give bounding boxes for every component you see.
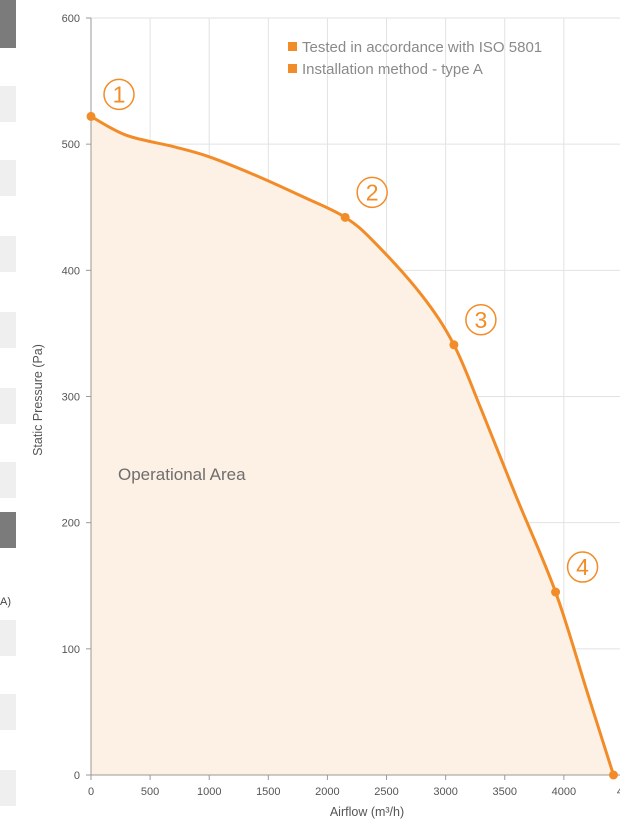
tick-labels: 0500100015002000250030003500400045010020… — [62, 13, 620, 798]
operational-area-fill — [91, 116, 614, 775]
panel-row — [0, 388, 16, 424]
operational-area-label: Operational Area — [118, 465, 246, 484]
point-badge-4 — [566, 551, 599, 583]
x-tick-label: 3000 — [433, 786, 457, 798]
panel-row — [0, 770, 16, 806]
x-tick-label: 1000 — [197, 786, 221, 798]
operating-point-2 — [340, 212, 350, 222]
axes — [86, 17, 620, 780]
y-tick-label: 600 — [62, 13, 80, 25]
panel-row — [0, 620, 16, 656]
x-axis-title: Airflow (m³/h) — [330, 805, 404, 819]
panel-row — [0, 236, 16, 272]
legend-marker-1 — [288, 42, 297, 51]
x-tick-label: 2500 — [374, 786, 398, 798]
legend-entry-1: Tested in accordance with ISO 5801 — [302, 39, 542, 56]
point-badge-3 — [465, 304, 497, 336]
panel-partial-text: A) — [0, 596, 11, 608]
legend-marker-2 — [288, 64, 297, 73]
point-label-4: 4 — [576, 554, 589, 580]
legend: Tested in accordance with ISO 5801 Insta… — [288, 39, 542, 78]
panel-row — [0, 694, 16, 730]
panel-row — [0, 462, 16, 498]
operating-points: 12345 — [86, 78, 618, 780]
x-tick-label: 1500 — [256, 786, 280, 798]
operating-point-3 — [449, 340, 459, 350]
operating-point-5 — [608, 770, 618, 780]
y-axis-title: Static Pressure (Pa) — [31, 344, 45, 456]
y-tick-label: 200 — [62, 518, 80, 530]
panel-row — [0, 160, 16, 196]
operating-point-1 — [86, 111, 96, 121]
panel-header-block — [0, 0, 16, 48]
y-tick-label: 400 — [62, 265, 80, 277]
point-label-1: 1 — [113, 81, 126, 107]
x-tick-label: 45 — [617, 786, 620, 798]
y-tick-label: 100 — [62, 644, 80, 656]
point-label-2: 2 — [366, 179, 379, 205]
point-badge-2 — [356, 176, 388, 209]
x-tick-label: 3500 — [493, 786, 517, 798]
operating-point-4 — [551, 587, 561, 597]
y-tick-label: 0 — [74, 770, 80, 782]
y-tick-label: 300 — [62, 392, 80, 404]
point-badge-1 — [103, 78, 135, 111]
left-panel-strip: A) — [0, 0, 16, 828]
panel-row — [0, 86, 16, 122]
legend-entry-2: Installation method - type A — [302, 61, 483, 78]
y-tick-label: 500 — [62, 139, 80, 151]
x-tick-label: 2000 — [315, 786, 339, 798]
point-label-3: 3 — [475, 307, 488, 333]
x-tick-label: 500 — [141, 786, 159, 798]
x-tick-label: 0 — [88, 786, 94, 798]
panel-row — [0, 312, 16, 348]
x-tick-label: 4000 — [552, 786, 576, 798]
panel-header-block — [0, 512, 16, 548]
